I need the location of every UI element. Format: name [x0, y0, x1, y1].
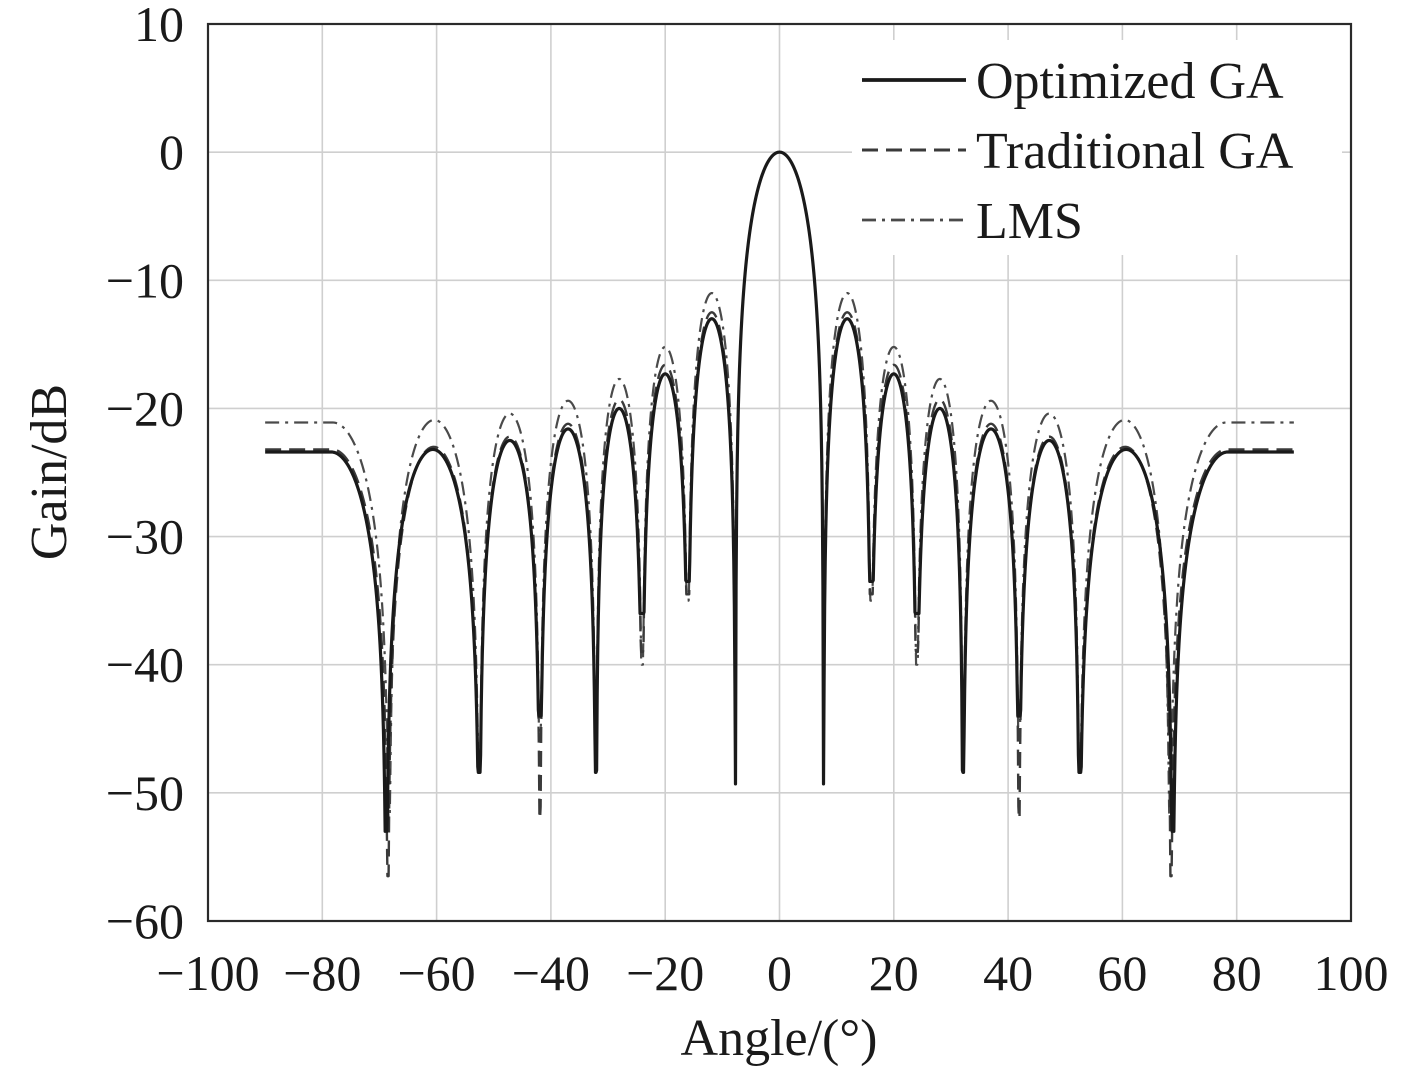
x-tick-label: 80	[1212, 945, 1262, 1001]
y-tick-label: −10	[106, 252, 184, 308]
series-line-optimized-ga	[264, 150, 1295, 833]
y-tick-label: −60	[106, 893, 184, 949]
series-layer	[264, 150, 1295, 878]
x-tick-labels: −100 −80 −60 −40 −20 0 20 40 60 80 100	[156, 945, 1388, 1001]
x-axis-label: Angle/(°)	[681, 1010, 878, 1067]
x-tick-label: −80	[283, 945, 361, 1001]
x-tick-label: 40	[983, 945, 1033, 1001]
x-tick-label: −100	[156, 945, 259, 1001]
x-tick-label: 100	[1314, 945, 1389, 1001]
legend-label-lms: LMS	[976, 193, 1083, 250]
y-tick-label: −40	[106, 637, 184, 693]
x-tick-label: 0	[767, 945, 792, 1001]
x-tick-label: −60	[397, 945, 475, 1001]
y-tick-labels: 10 0 −10 −20 −30 −40 −50 −60	[106, 0, 184, 949]
series-line-traditional-ga	[264, 150, 1295, 878]
x-tick-label: −40	[512, 945, 590, 1001]
y-axis-label: Gain/dB	[21, 384, 78, 560]
x-tick-label: −20	[626, 945, 704, 1001]
y-tick-label: −50	[106, 765, 184, 821]
y-tick-label: 0	[159, 124, 184, 180]
y-tick-label: −30	[106, 509, 184, 565]
y-tick-label: −20	[106, 380, 184, 436]
x-tick-label: 20	[869, 945, 919, 1001]
plot-frame	[206, 22, 1353, 923]
legend: Optimized GA Traditional GA LMS	[852, 40, 1342, 255]
x-tick-label: 60	[1097, 945, 1147, 1001]
y-tick-label: 10	[134, 0, 184, 52]
legend-label-optimized-ga: Optimized GA	[976, 53, 1284, 110]
legend-label-traditional-ga: Traditional GA	[976, 123, 1294, 180]
